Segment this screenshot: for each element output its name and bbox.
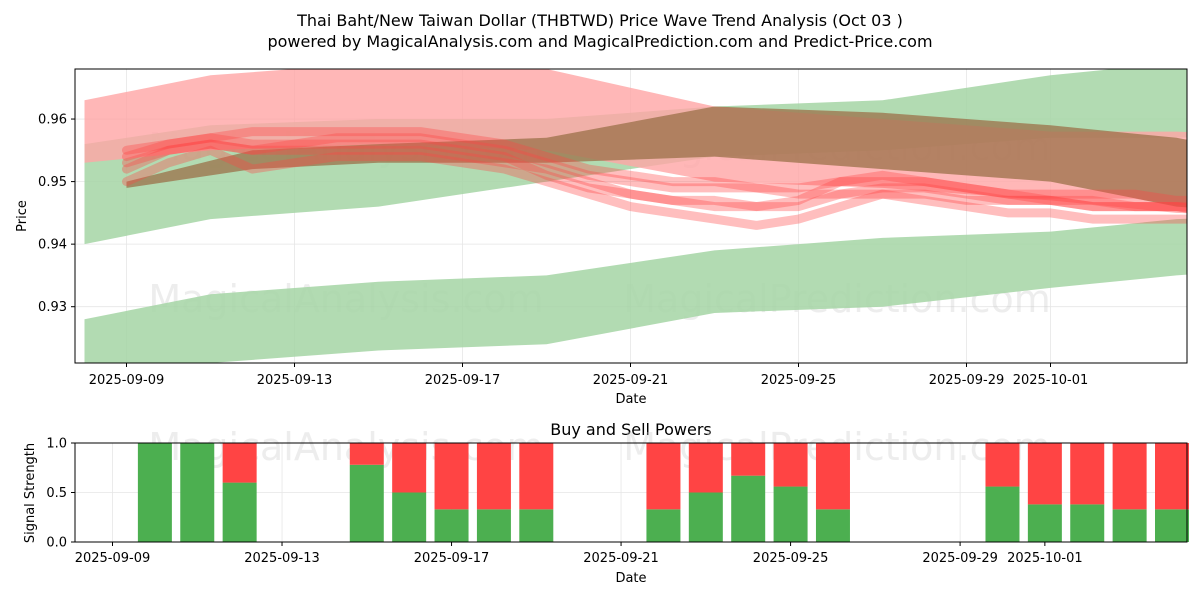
sell-bar [774, 443, 808, 487]
buy-bar [1070, 504, 1104, 542]
buy-bar [435, 509, 469, 542]
sell-bar [816, 443, 850, 509]
x-tick-label: 2025-09-29 [929, 373, 1005, 388]
x-tick-label: 2025-10-01 [1007, 551, 1083, 566]
buy-bar [816, 509, 850, 542]
buy-bar [985, 487, 1019, 542]
sell-bar [223, 443, 257, 483]
x-tick-label: 2025-09-25 [753, 551, 829, 566]
x-tick-label: 2025-09-13 [257, 373, 333, 388]
x-tick-label: 2025-09-25 [761, 373, 837, 388]
title-line-2: powered by MagicalAnalysis.com and Magic… [267, 32, 932, 51]
x-tick-label: 2025-09-17 [414, 551, 490, 566]
title-line-1: Thai Baht/New Taiwan Dollar (THBTWD) Pri… [296, 11, 903, 30]
sell-bar [1070, 443, 1104, 504]
buy-bar [731, 476, 765, 542]
power-y-axis-label: Signal Strength [23, 443, 38, 543]
x-tick-label: 2025-10-01 [1013, 373, 1089, 388]
sell-bar [689, 443, 723, 493]
price-x-axis: 2025-09-09 2025-09-13 2025-09-17 2025-09-21… [89, 363, 1089, 388]
y-tick-label: 0.5 [46, 486, 67, 501]
buy-bar [180, 443, 214, 542]
sell-bar [392, 443, 426, 493]
y-tick-label: 0.96 [38, 113, 67, 128]
x-tick-label: 2025-09-09 [89, 373, 165, 388]
sell-bar [350, 443, 384, 465]
y-tick-label: 0.0 [46, 536, 67, 551]
buy-bar [519, 509, 553, 542]
buy-bar [1113, 509, 1147, 542]
sell-bar [435, 443, 469, 509]
buy-bar [689, 493, 723, 543]
y-tick-label: 0.94 [38, 238, 67, 253]
price-x-axis-label: Date [615, 392, 646, 407]
sell-bar [519, 443, 553, 509]
x-tick-label: 2025-09-29 [922, 551, 998, 566]
sell-bar [985, 443, 1019, 487]
sell-bar [731, 443, 765, 476]
sell-bar [1155, 443, 1189, 509]
y-tick-label: 0.93 [38, 300, 67, 315]
buy-bar [774, 487, 808, 542]
buy-bar [1028, 504, 1062, 542]
y-tick-label: 0.95 [38, 175, 67, 190]
sell-bar [646, 443, 680, 509]
buy-bar [138, 443, 172, 542]
buy-bar [646, 509, 680, 542]
x-tick-label: 2025-09-09 [75, 551, 151, 566]
x-tick-label: 2025-09-17 [425, 373, 501, 388]
sell-bar [477, 443, 511, 509]
buy-bar [1155, 509, 1189, 542]
x-tick-label: 2025-09-21 [593, 373, 669, 388]
price-y-axis: 0.93 0.94 0.95 0.96 [38, 113, 75, 316]
power-x-axis-label: Date [615, 571, 646, 586]
y-tick-label: 1.0 [46, 437, 67, 452]
power-y-axis: 0.0 0.5 1.0 [46, 437, 75, 551]
sell-bar [1113, 443, 1147, 509]
buy-bar [223, 483, 257, 542]
price-wave-chart: MagicalAnalysis.com MagicalPrediction.co… [15, 57, 1200, 408]
power-x-axis: 2025-09-09 2025-09-13 2025-09-17 2025-09-21… [75, 542, 1083, 566]
x-tick-label: 2025-09-21 [583, 551, 659, 566]
price-y-axis-label: Price [15, 200, 30, 232]
buy-bar [392, 493, 426, 543]
x-tick-label: 2025-09-13 [244, 551, 320, 566]
buy-bar [477, 509, 511, 542]
sell-bar [1028, 443, 1062, 504]
buy-sell-power-chart: Buy and Sell Powers MagicalAnalysis.com … [23, 420, 1189, 586]
buy-bar [350, 465, 384, 542]
